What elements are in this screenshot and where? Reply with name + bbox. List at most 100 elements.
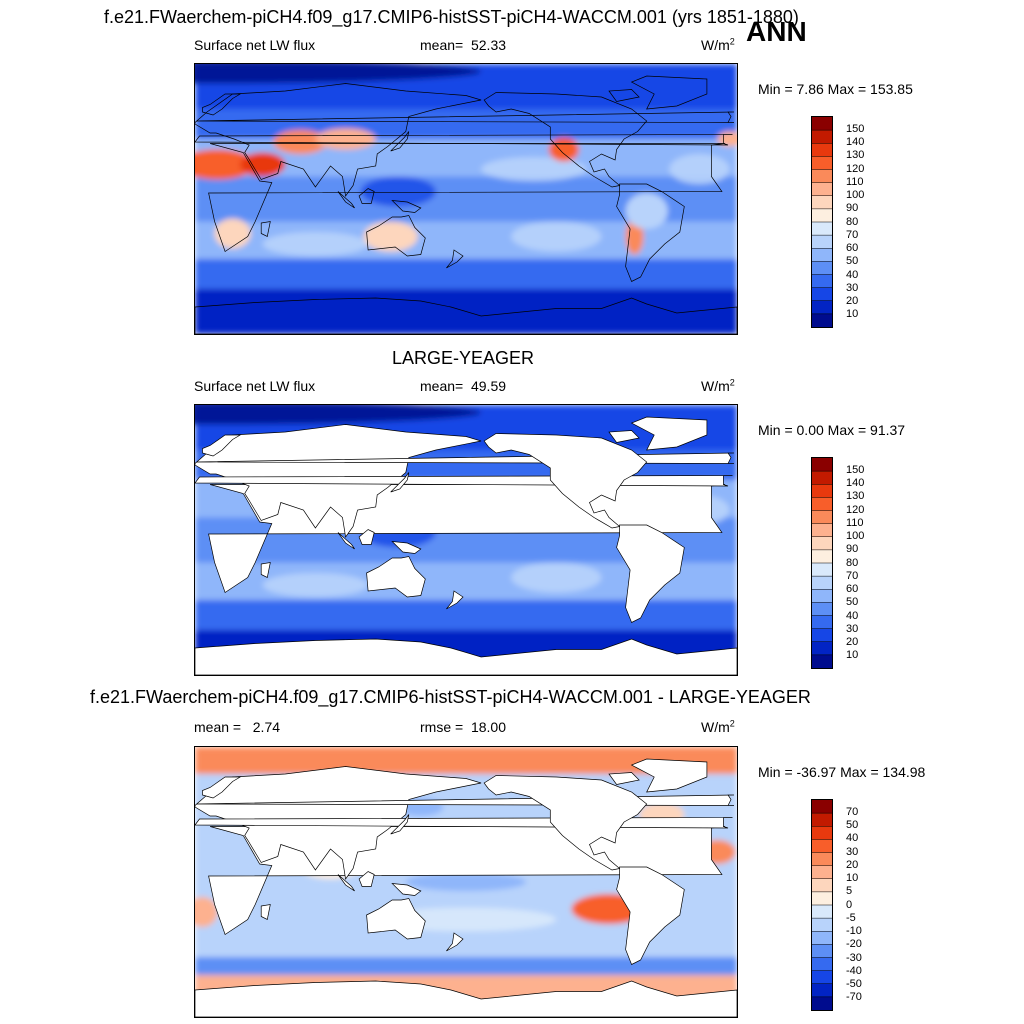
colorbar-swatch — [812, 117, 832, 131]
colorbar-swatch — [812, 261, 832, 275]
panel2-title: LARGE-YEAGER — [392, 348, 535, 368]
colorbar-swatch — [812, 248, 832, 262]
colorbar-swatch — [812, 852, 832, 866]
colorbar-tick-label: -10 — [846, 925, 862, 937]
panel3-minmax: Min = -36.97 Max = 134.98 — [758, 764, 926, 780]
land-greenland — [630, 758, 708, 793]
panel3-units: W/m2 — [701, 718, 735, 734]
colorbar-swatch — [812, 891, 832, 906]
land-sumatra — [337, 191, 355, 209]
panel1-minmax: Min = 7.86 Max = 153.85 — [758, 81, 913, 97]
colorbar-tick-label: 60 — [846, 242, 859, 254]
colorbar-swatch — [812, 878, 832, 893]
pacific-high-lw — [481, 157, 587, 181]
panel1-map — [194, 63, 738, 335]
land-ngui — [391, 883, 422, 896]
land-antarctica — [195, 980, 737, 1017]
land-australia — [366, 898, 426, 940]
land-japan — [390, 472, 410, 493]
land-namerica — [483, 433, 648, 529]
land-namerica — [483, 775, 648, 871]
colorbar-tick-label: 70 — [846, 569, 859, 582]
panel1-units: W/m2 — [701, 37, 735, 53]
colorbar-swatch — [812, 800, 832, 814]
colorbar-tick-label: 90 — [846, 202, 859, 215]
land-baffin — [608, 772, 640, 785]
panel1-colorbar — [811, 116, 833, 328]
colorbar-swatch — [812, 826, 832, 840]
land-australia — [366, 556, 426, 598]
land-borneo — [358, 188, 375, 204]
panel2-mean-value: 49.59 — [470, 378, 507, 394]
colorbar-tick-label: 20 — [846, 858, 859, 871]
colorbar-tick-label: 80 — [846, 556, 859, 569]
colorbar-swatch — [812, 182, 832, 197]
colorbar-tick-label: 70 — [846, 228, 859, 241]
land-ngui — [391, 541, 422, 554]
land-uk — [196, 111, 735, 123]
main-title: f.e21.FWaerchem-piCH4.f09_g17.CMIP6-hist… — [104, 7, 799, 27]
land-scand — [202, 434, 242, 457]
colorbar-tick-label: 30 — [846, 845, 859, 858]
indian-high-lw — [262, 232, 369, 256]
colorbar-swatch — [812, 549, 832, 564]
panel2-units-sup: 2 — [729, 377, 735, 388]
land-ngui — [391, 200, 422, 213]
colorbar-tick-label: 130 — [846, 490, 865, 503]
colorbar-swatch — [812, 274, 832, 288]
panel2-map — [194, 404, 738, 676]
panel2-colorbar — [811, 457, 833, 669]
colorbar-tick-label: 10 — [846, 872, 859, 884]
land-samerica — [616, 524, 685, 623]
colorbar-tick-label: 110 — [846, 175, 864, 188]
mongolia-warm — [315, 128, 376, 150]
land-baffin — [608, 89, 640, 102]
panel1-mean-value: 52.33 — [470, 37, 507, 53]
panel1-variable: Surface net LW flux — [194, 37, 316, 53]
panel1-units-text: W/m — [701, 37, 730, 53]
colorbar-tick-label: 5 — [846, 885, 853, 898]
colorbar-swatch — [812, 222, 832, 236]
land-borneo — [358, 529, 375, 545]
warm-pool-low-lw — [360, 176, 436, 207]
colorbar-swatch — [812, 970, 832, 985]
colorbar-tick-label: 110 — [846, 516, 864, 529]
land-scand — [202, 776, 242, 799]
land-madag — [260, 562, 271, 579]
panel2-units: W/m2 — [701, 377, 735, 393]
australia-warm — [363, 221, 418, 252]
colorbar-swatch — [812, 169, 832, 183]
colorbar-tick-label: 40 — [846, 268, 859, 281]
colorbar-tick-label: -5 — [846, 911, 856, 924]
colorbar-swatch — [812, 471, 832, 485]
land-greenland — [630, 75, 708, 110]
land-eurasia — [195, 83, 482, 197]
amazon-mild — [625, 193, 668, 229]
colorbar-tick-label: 30 — [846, 281, 859, 294]
land-iberia — [195, 134, 733, 146]
panel2-mean-label: mean= — [420, 378, 464, 394]
colorbar-tick-label: 100 — [846, 530, 865, 542]
colorbar-tick-label: 140 — [846, 136, 865, 148]
colorbar-tick-label: 80 — [846, 215, 859, 228]
colorbar-swatch — [812, 523, 832, 538]
colorbar-swatch — [812, 313, 832, 327]
colorbar-tick-label: 50 — [846, 255, 859, 268]
season-label: ANN — [746, 16, 807, 47]
atlantic-high-lw — [669, 154, 730, 184]
land-antarctica — [195, 638, 737, 675]
panel3-units-sup: 2 — [729, 718, 735, 729]
colorbar-swatch — [812, 918, 832, 932]
land-japan — [390, 131, 410, 152]
land-baffin — [608, 430, 640, 443]
land-greenland — [630, 416, 708, 451]
colorbar-swatch — [812, 484, 832, 498]
colorbar-swatch — [812, 931, 832, 945]
colorbar-swatch — [812, 905, 832, 919]
colorbar-swatch — [812, 208, 832, 223]
equatorial-negative — [405, 873, 527, 891]
flux-field — [195, 64, 737, 334]
colorbar-tick-label: 10 — [846, 308, 859, 321]
colorbar-swatch — [812, 865, 832, 880]
land-madag — [260, 221, 271, 238]
